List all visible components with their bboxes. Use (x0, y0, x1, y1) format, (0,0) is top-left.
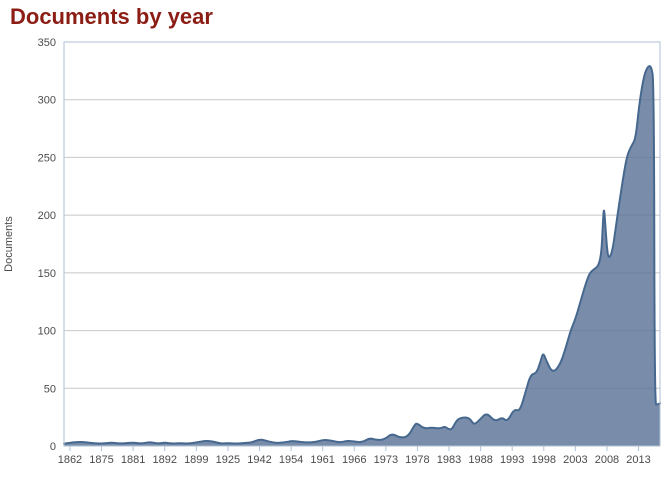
x-tick-label: 1862 (58, 454, 82, 466)
x-tick-label: 1892 (152, 454, 176, 466)
x-tick-label: 1983 (437, 454, 461, 466)
y-tick-label: 0 (50, 441, 56, 453)
x-tick-label: 1925 (216, 454, 240, 466)
x-tick-label: 2013 (626, 454, 650, 466)
x-tick-label: 1978 (405, 454, 429, 466)
y-tick-label: 150 (38, 268, 56, 280)
x-tick-label: 1988 (468, 454, 492, 466)
x-tick-label: 1993 (500, 454, 524, 466)
y-tick-label: 200 (38, 210, 56, 222)
y-tick-label: 50 (44, 383, 56, 395)
x-tick-label: 1875 (89, 454, 113, 466)
x-tick-label: 1899 (184, 454, 208, 466)
y-tick-label: 100 (38, 326, 56, 338)
x-tick-label: 1961 (310, 454, 334, 466)
x-tick-label: 2008 (595, 454, 619, 466)
y-tick-label: 300 (38, 95, 56, 107)
x-tick-label: 1942 (247, 454, 271, 466)
x-tick-label: 1966 (342, 454, 366, 466)
x-tick-label: 1881 (121, 454, 145, 466)
area-fill (64, 66, 660, 446)
y-tick-label: 250 (38, 152, 56, 164)
x-tick-label: 2003 (563, 454, 587, 466)
area-outline (63, 65, 661, 445)
x-tick-label: 1973 (374, 454, 398, 466)
x-tick-label: 1998 (532, 454, 556, 466)
y-tick-label: 350 (38, 37, 56, 49)
chart-title: Documents by year (10, 4, 213, 29)
plot-border (63, 41, 661, 447)
x-tick-label: 1954 (279, 454, 303, 466)
